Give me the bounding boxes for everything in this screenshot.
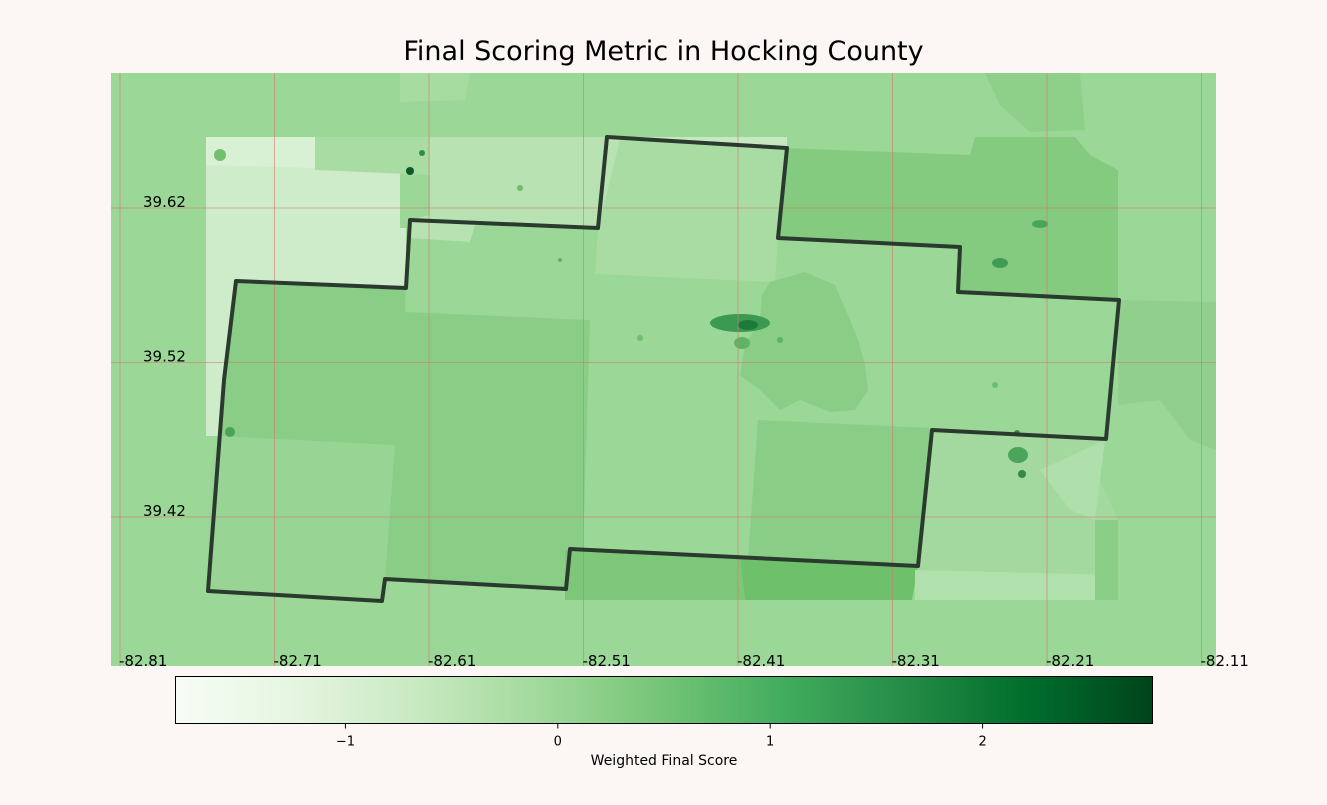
raster-patch xyxy=(985,73,1085,132)
latitude-label: 39.42 xyxy=(143,502,186,520)
raster-patch xyxy=(1040,440,1105,520)
longitude-label: -82.61 xyxy=(428,652,476,670)
longitude-label: -82.31 xyxy=(892,652,940,670)
raster-patch xyxy=(410,137,620,242)
latitude-labels: 39.62 39.52 39.42 xyxy=(143,193,186,520)
raster-patch xyxy=(1118,300,1216,450)
raster-patch xyxy=(400,73,470,102)
latitude-label: 39.52 xyxy=(143,348,186,366)
raster-patch xyxy=(745,420,930,600)
raster-speck xyxy=(419,150,425,156)
longitude-label: -82.51 xyxy=(583,652,631,670)
raster-patch xyxy=(206,137,315,168)
map-title: Final Scoring Metric in Hocking County xyxy=(403,36,924,67)
raster-speck xyxy=(517,185,523,191)
raster-patch xyxy=(1095,520,1118,600)
colorbar-tick-label: −1 xyxy=(336,735,355,750)
raster-patch xyxy=(565,550,745,600)
colorbar-tick-label: 0 xyxy=(554,735,562,750)
raster-speck xyxy=(992,382,998,388)
colorbar-tick-label: 2 xyxy=(978,735,986,750)
longitude-label: -82.21 xyxy=(1046,652,1094,670)
raster-patch xyxy=(208,436,395,600)
raster-speck xyxy=(558,258,562,262)
raster-speck xyxy=(1008,447,1028,463)
longitude-label: -82.81 xyxy=(119,652,167,670)
raster-patch xyxy=(206,137,406,436)
raster-patch xyxy=(740,556,918,600)
colorbar-ticks: −1 0 1 2 xyxy=(336,723,987,750)
longitude-label: -82.41 xyxy=(737,652,785,670)
county-boundary xyxy=(206,135,1121,603)
longitude-labels: -82.81 -82.71 -82.61 -82.51 -82.41 -82.31 -82.… xyxy=(119,652,1249,670)
raster-speck xyxy=(1032,220,1048,228)
raster-speck xyxy=(637,335,643,341)
raster-patch xyxy=(315,137,435,175)
raster-patch xyxy=(778,137,1118,300)
longitude-label: -82.71 xyxy=(274,652,322,670)
raster-patch xyxy=(595,140,785,282)
longitude-label: -82.11 xyxy=(1201,652,1249,670)
raster-patch xyxy=(220,281,590,590)
raster-speck xyxy=(406,167,414,175)
gridlines xyxy=(111,73,1216,666)
raster-speck xyxy=(734,337,750,349)
raster-speck xyxy=(992,258,1008,268)
raster-speck xyxy=(225,427,235,437)
colorbar-tick-label: 1 xyxy=(766,735,774,750)
raster-speck xyxy=(1018,470,1026,478)
colorbar-label: Weighted Final Score xyxy=(591,753,738,769)
raster-patch xyxy=(915,570,1118,600)
latitude-label: 39.62 xyxy=(143,193,186,211)
raster-speck xyxy=(738,320,758,330)
colorbar xyxy=(175,676,1153,724)
raster-speck xyxy=(214,149,226,161)
raster-speck xyxy=(777,337,783,343)
raster-patch xyxy=(740,272,868,412)
map-raster xyxy=(111,73,1216,666)
